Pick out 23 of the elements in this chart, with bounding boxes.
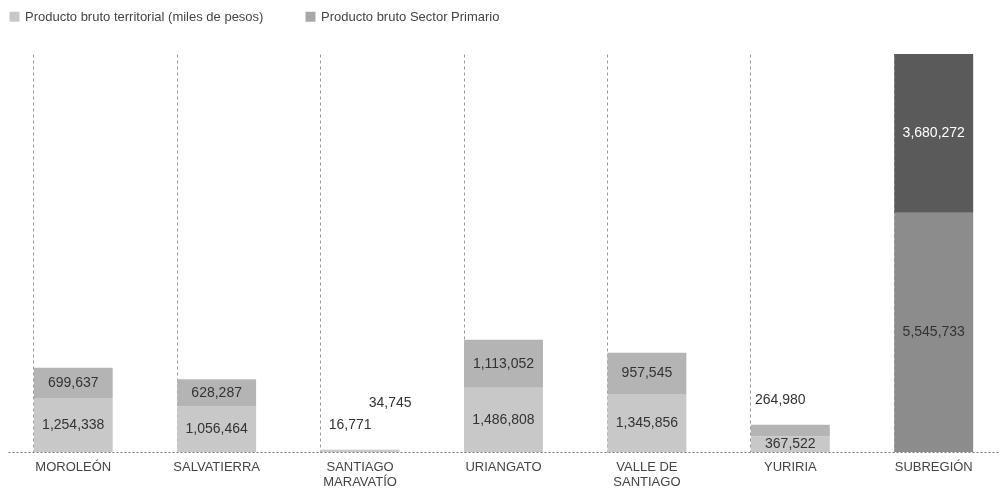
data-label: 264,980	[755, 390, 806, 407]
legend-label: Producto bruto territorial (miles de pesos)	[25, 8, 264, 24]
x-tick-label: SUBREGIÓN	[894, 458, 973, 474]
data-label: 16,771	[328, 415, 372, 432]
data-label: 628,287	[191, 383, 243, 400]
data-label: 1,254,338	[42, 415, 105, 432]
data-label: 367,522	[765, 435, 816, 452]
data-label: 1,113,052	[472, 354, 535, 371]
data-label: 34,745	[368, 393, 412, 410]
data-label: 957,545	[621, 364, 673, 381]
data-label: 699,637	[47, 373, 99, 390]
x-tick-label: YURIRIA	[763, 458, 818, 474]
x-tick-label: SALVATIERRA	[173, 458, 261, 474]
data-label: 1,486,808	[472, 410, 535, 427]
x-tick-label: SANTIAGO MARAVATÍO	[323, 458, 397, 489]
x-tick-label: URIANGATO	[465, 458, 542, 474]
data-label: 1,345,856	[615, 413, 679, 430]
data-label: 1,056,464	[185, 420, 249, 437]
data-label: 5,545,733	[902, 323, 966, 340]
data-label: 3,680,272	[902, 124, 966, 141]
legend-label: Producto bruto Sector Primario	[321, 8, 500, 24]
x-tick-label: VALLE DE SANTIAGO	[613, 458, 681, 489]
x-tick-label: MOROLEÓN	[35, 458, 112, 474]
